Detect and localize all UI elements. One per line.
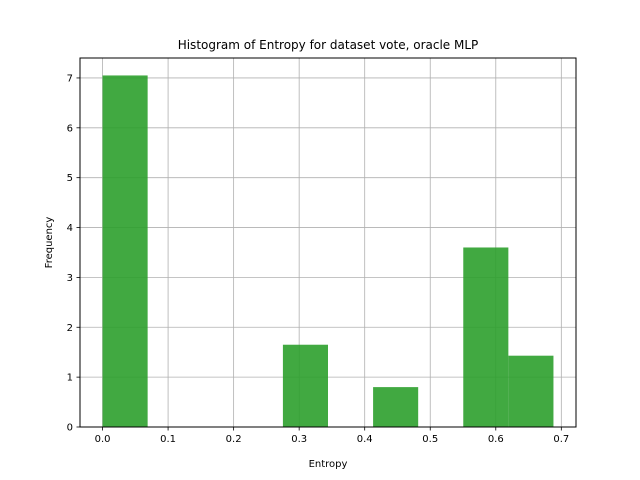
x-tick-label: 0.6 <box>488 434 504 445</box>
histogram-bar <box>508 355 554 427</box>
x-tick-label: 0.3 <box>291 434 307 445</box>
x-tick-label: 0.4 <box>357 434 373 445</box>
y-axis-label: Frequency <box>44 217 55 269</box>
x-tick-label: 0.5 <box>422 434 438 445</box>
histogram-bar <box>373 387 419 427</box>
x-tick-label: 0.7 <box>553 434 569 445</box>
x-axis-label: Entropy <box>309 459 348 470</box>
y-tick-label: 2 <box>67 323 73 334</box>
plot-frame <box>79 57 577 428</box>
histogram-bar <box>463 247 509 427</box>
x-tick-label: 0.1 <box>160 434 176 445</box>
y-tick-label: 1 <box>67 373 73 384</box>
y-tick-label: 6 <box>67 123 73 134</box>
x-tick-label: 0.2 <box>226 434 242 445</box>
y-tick-label: 0 <box>67 423 73 434</box>
x-tick-label: 0.0 <box>95 434 111 445</box>
y-tick-label: 3 <box>67 273 73 284</box>
y-tick-label: 7 <box>67 73 73 84</box>
y-tick-label: 5 <box>67 173 73 184</box>
histogram-bar <box>102 75 148 428</box>
y-tick-label: 4 <box>67 223 73 234</box>
chart-title: Histogram of Entropy for dataset vote, o… <box>178 38 479 52</box>
ticks: 0.0 0.1 0.2 0.3 0.4 0.5 0.6 0.7 0 1 2 3 4 5 6 7 <box>67 73 570 445</box>
bars <box>102 75 554 428</box>
histogram-bar <box>282 344 328 427</box>
